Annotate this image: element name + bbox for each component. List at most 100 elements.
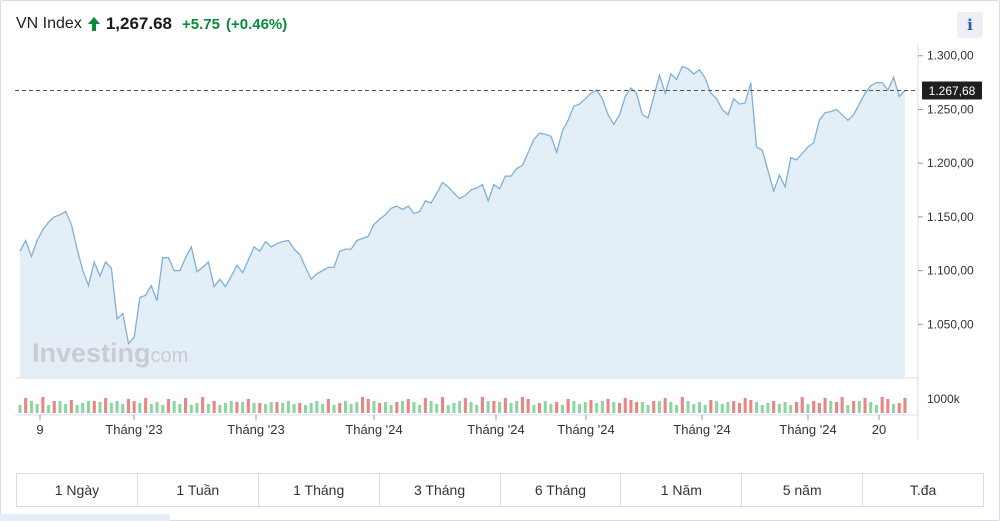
info-button[interactable]: i [957, 12, 983, 38]
volume-bar [469, 402, 473, 413]
volume-bar [857, 401, 861, 413]
volume-bar [366, 399, 370, 413]
volume-bar [332, 405, 336, 413]
time-range-bar: 1 Ngày 1 Tuần 1 Tháng 3 Tháng 6 Tháng 1 Năm 5 … [16, 473, 984, 507]
x-tick-label: Tháng '24 [557, 422, 614, 437]
info-icon: i [967, 16, 973, 34]
volume-bar [184, 398, 188, 413]
volume-bar [709, 400, 713, 413]
volume-bar [726, 402, 730, 413]
volume-bar [652, 401, 656, 413]
volume-bar [264, 404, 268, 413]
volume-bar [640, 402, 644, 413]
range-button-0[interactable]: 1 Ngày [17, 474, 138, 506]
current-price-label: 1.267,68 [929, 84, 976, 98]
volume-bar [166, 399, 170, 413]
quote-header: VN Index 1,267.68 +5.75 (+0.46%) [16, 12, 287, 36]
volume-bar [480, 397, 484, 413]
volume-bar [212, 401, 216, 413]
volume-bar [555, 402, 559, 413]
volume-bar [566, 399, 570, 413]
volume-bar [503, 398, 507, 413]
volume-bar [675, 405, 679, 413]
volume-bar [475, 405, 479, 413]
volume-bar [349, 404, 353, 413]
volume-bar [492, 401, 496, 413]
series-line [19, 65, 906, 346]
index-change-percent: (+0.46%) [225, 15, 288, 33]
volume-bar [606, 399, 610, 413]
volume-bar [549, 404, 553, 413]
volume-bar [543, 401, 547, 413]
volume-bar [760, 405, 764, 413]
index-title: VN Index [16, 15, 82, 32]
y-tick-label: 1.300,00 [927, 49, 974, 63]
volume-bar [755, 402, 759, 413]
range-button-3[interactable]: 3 Tháng [379, 474, 501, 506]
price-chart[interactable]: 1.267,68 1.050,00 1.100,00 1.150,00 1.200,0… [0, 0, 1000, 470]
volume-bar [806, 404, 810, 413]
volume-bar [138, 403, 142, 413]
volume-bar [680, 397, 684, 413]
volume-bar [18, 405, 22, 413]
volume-bar [777, 404, 781, 413]
range-button-1[interactable]: 1 Tuần [137, 474, 259, 506]
volume-bar [515, 401, 519, 413]
volume-bar [149, 404, 153, 413]
volume-bar [886, 399, 890, 413]
volume-bar [766, 403, 770, 413]
volume-bar [69, 400, 73, 413]
volume-bar [783, 402, 787, 413]
volume-bar [595, 403, 599, 413]
volume-bar [623, 398, 627, 413]
volume-bar [720, 404, 724, 413]
volume-bar [600, 401, 604, 413]
volume-bar [206, 404, 210, 413]
volume-bar [686, 401, 690, 413]
volume-bar [275, 402, 279, 413]
volume-bar [795, 402, 799, 413]
volume-bar [772, 401, 776, 413]
volume-bar [817, 403, 821, 413]
volume-bar [104, 398, 108, 413]
volume-bar [395, 402, 399, 413]
volume-bar [132, 401, 136, 413]
volume-bar [269, 402, 273, 413]
volume-bar [378, 403, 382, 413]
volume-bar [126, 399, 130, 413]
volume-bar [697, 402, 701, 413]
volume-bar [401, 401, 405, 413]
volume-bar [195, 403, 199, 413]
arrow-up-icon [87, 17, 100, 31]
volume-bar [526, 399, 530, 413]
volume-bar [315, 401, 319, 413]
range-button-5[interactable]: 1 Năm [621, 474, 743, 506]
y-tick-label: 1.200,00 [927, 156, 974, 170]
volume-bar [463, 398, 467, 413]
watermark: Investing .com [32, 338, 188, 368]
volume-bar [852, 401, 856, 413]
x-tick-label: Tháng '24 [467, 422, 524, 437]
volume-bar [635, 402, 639, 413]
current-price-tag [922, 81, 982, 100]
volume-bar [321, 404, 325, 413]
volume-bar [35, 404, 39, 413]
range-button-7[interactable]: T.đa [863, 474, 983, 506]
volume-bar [435, 404, 439, 413]
index-change: +5.75 [182, 15, 220, 33]
volume-bar [737, 403, 741, 413]
range-button-2[interactable]: 1 Tháng [258, 474, 380, 506]
volume-bar [418, 405, 422, 413]
volume-bar [189, 405, 193, 413]
volume-bar [880, 397, 884, 413]
y-tick-label: 1.050,00 [927, 317, 974, 331]
volume-bar [618, 403, 622, 413]
volume-bar [829, 401, 833, 413]
volume-bar [452, 403, 456, 413]
volume-scale-label: 1000k [927, 392, 961, 406]
volume-bar [115, 401, 119, 413]
volume-bar [58, 401, 62, 413]
range-button-6[interactable]: 5 năm [742, 474, 864, 506]
volume-bar [326, 399, 330, 413]
range-button-4[interactable]: 6 Tháng [500, 474, 622, 506]
